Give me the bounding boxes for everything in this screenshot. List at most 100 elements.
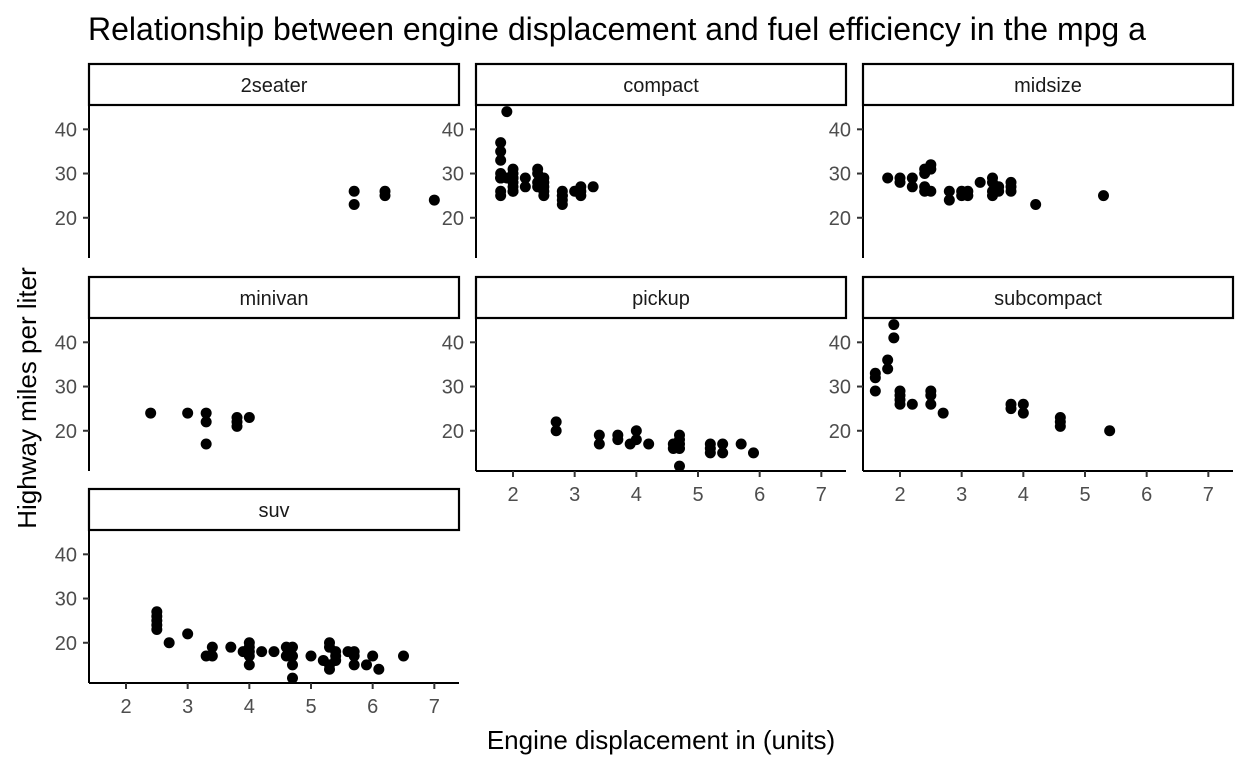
x-tick-label: 7	[816, 484, 827, 506]
data-point	[882, 354, 894, 366]
data-point	[495, 137, 507, 149]
y-tick-label: 40	[55, 544, 77, 566]
data-point	[1005, 185, 1017, 197]
data-point	[200, 407, 212, 419]
facet-panel-2seater: 2seater 20 30 40	[55, 62, 461, 258]
data-point	[538, 190, 550, 202]
facet-strip-label: compact	[623, 75, 699, 97]
data-point	[717, 447, 729, 459]
x-tick-label: 7	[1203, 484, 1214, 506]
data-point	[373, 663, 385, 675]
data-point	[428, 194, 440, 206]
data-point	[993, 185, 1005, 197]
data-point	[735, 438, 747, 450]
data-point	[348, 659, 360, 671]
data-point	[937, 407, 949, 419]
data-point	[593, 429, 605, 441]
data-point	[200, 416, 212, 428]
data-point	[324, 663, 335, 675]
data-point	[256, 646, 268, 658]
y-tick-label: 30	[55, 377, 77, 399]
y-tick-label: 20	[442, 208, 464, 230]
data-point	[348, 198, 360, 210]
data-point	[894, 398, 906, 410]
facet-strip	[87, 487, 461, 532]
data-point	[1098, 190, 1109, 202]
x-tick-label: 4	[631, 484, 642, 506]
data-point	[538, 176, 550, 188]
facet-strip-label: subcompact	[994, 288, 1102, 310]
x-tick-label: 5	[305, 696, 316, 718]
data-point	[519, 181, 531, 193]
y-tick-label: 20	[55, 633, 77, 655]
x-tick-label: 5	[692, 484, 703, 506]
y-tick-label: 20	[829, 421, 851, 443]
data-point	[674, 460, 685, 472]
x-tick-label: 3	[182, 696, 193, 718]
facet-strip	[474, 62, 848, 107]
data-point	[495, 190, 507, 202]
data-point	[612, 434, 624, 446]
data-point	[145, 407, 157, 419]
y-tick-label: 40	[442, 119, 464, 141]
data-point	[1017, 398, 1029, 410]
y-tick-label: 30	[55, 589, 77, 611]
data-point	[630, 434, 642, 446]
data-point	[882, 172, 894, 184]
data-point	[243, 659, 255, 671]
data-point	[243, 411, 255, 423]
data-point	[287, 650, 298, 662]
facet-strip-label: minivan	[240, 288, 309, 310]
y-tick-label: 20	[55, 421, 77, 443]
data-point	[348, 185, 360, 197]
data-point	[305, 650, 317, 662]
facet-panel-subcompact: subcompact 20 30 40 2 3 4 5 6 7	[829, 275, 1235, 506]
x-tick-label: 3	[569, 484, 580, 506]
x-tick-label: 5	[1079, 484, 1090, 506]
facet-strip	[861, 275, 1235, 320]
y-tick-label: 30	[442, 164, 464, 186]
data-point	[330, 654, 342, 666]
facet-panel-minivan: minivan 20 30 40	[55, 275, 461, 471]
data-point	[507, 185, 519, 197]
data-point	[1030, 198, 1042, 210]
x-tick-label: 4	[1018, 484, 1029, 506]
x-tick-label: 2	[507, 484, 518, 506]
data-point	[361, 659, 372, 671]
data-point	[225, 641, 237, 653]
x-tick-label: 2	[120, 696, 131, 718]
data-point	[943, 185, 955, 197]
data-point	[519, 172, 531, 184]
facet-panel-pickup: pickup 20 30 40 2 3 4 5 6 7	[442, 275, 848, 506]
facet-strip	[861, 62, 1235, 107]
data-point	[925, 185, 937, 197]
data-point	[925, 398, 937, 410]
data-point	[906, 181, 918, 193]
data-point	[974, 176, 986, 188]
y-tick-label: 40	[55, 332, 77, 354]
data-point	[367, 650, 379, 662]
y-tick-label: 30	[829, 164, 851, 186]
y-tick-label: 30	[442, 377, 464, 399]
data-point	[268, 646, 280, 658]
data-point	[587, 181, 599, 193]
facet-strip-label: suv	[258, 500, 289, 522]
data-point	[906, 398, 918, 410]
facet-grid: 2seater203040compact203040midsize203040m…	[55, 62, 1235, 718]
facet-strip-label: midsize	[1014, 75, 1082, 97]
data-point	[1104, 425, 1116, 437]
data-point	[593, 438, 605, 450]
data-point	[151, 623, 163, 635]
data-point	[200, 438, 212, 450]
x-tick-label: 6	[754, 484, 765, 506]
y-axis-title: Highway miles per liter	[12, 267, 42, 529]
y-tick-label: 40	[829, 119, 851, 141]
y-tick-label: 20	[55, 208, 77, 230]
data-point	[943, 194, 955, 206]
data-point	[163, 637, 175, 649]
x-tick-label: 7	[429, 696, 440, 718]
y-tick-label: 30	[829, 377, 851, 399]
data-point	[925, 389, 937, 401]
data-point	[748, 447, 759, 459]
